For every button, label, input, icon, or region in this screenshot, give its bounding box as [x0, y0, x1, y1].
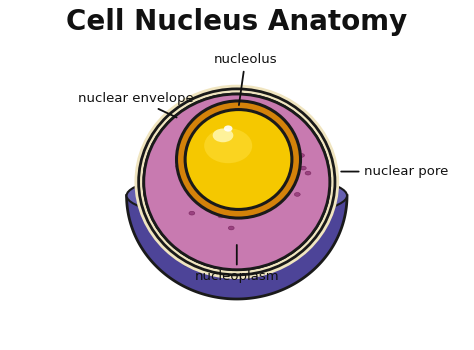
- Ellipse shape: [193, 242, 201, 247]
- Ellipse shape: [216, 194, 222, 197]
- Ellipse shape: [219, 265, 227, 271]
- Ellipse shape: [294, 193, 300, 196]
- Ellipse shape: [176, 101, 301, 218]
- Ellipse shape: [218, 214, 224, 218]
- Ellipse shape: [187, 234, 194, 239]
- Ellipse shape: [221, 188, 227, 192]
- Ellipse shape: [157, 221, 164, 226]
- Ellipse shape: [233, 233, 241, 238]
- Text: nucleoplasm: nucleoplasm: [194, 245, 279, 283]
- Polygon shape: [127, 196, 347, 299]
- Text: nucleolus: nucleolus: [214, 53, 277, 105]
- Ellipse shape: [244, 160, 250, 163]
- Ellipse shape: [213, 128, 233, 142]
- Ellipse shape: [246, 163, 252, 167]
- Ellipse shape: [176, 164, 182, 168]
- Ellipse shape: [206, 168, 212, 172]
- Ellipse shape: [305, 171, 311, 175]
- Ellipse shape: [184, 133, 190, 136]
- Ellipse shape: [300, 207, 307, 212]
- Ellipse shape: [185, 110, 292, 209]
- Ellipse shape: [264, 152, 271, 156]
- Ellipse shape: [225, 148, 230, 152]
- Ellipse shape: [295, 158, 301, 162]
- Ellipse shape: [228, 163, 234, 167]
- Ellipse shape: [183, 261, 191, 267]
- Ellipse shape: [301, 166, 306, 170]
- Ellipse shape: [127, 173, 347, 218]
- Text: Cell Nucleus Anatomy: Cell Nucleus Anatomy: [66, 8, 408, 36]
- Ellipse shape: [219, 230, 227, 236]
- Ellipse shape: [144, 94, 330, 270]
- Ellipse shape: [271, 206, 278, 211]
- Ellipse shape: [299, 154, 304, 157]
- Text: nuclear pore: nuclear pore: [341, 165, 448, 178]
- Ellipse shape: [189, 211, 195, 215]
- Ellipse shape: [247, 140, 254, 144]
- Ellipse shape: [224, 125, 232, 132]
- Ellipse shape: [204, 128, 252, 163]
- Ellipse shape: [273, 261, 281, 266]
- Ellipse shape: [218, 193, 224, 197]
- Ellipse shape: [228, 226, 234, 230]
- Ellipse shape: [144, 94, 330, 270]
- Ellipse shape: [246, 201, 252, 205]
- Text: nuclear envelope: nuclear envelope: [78, 92, 194, 118]
- Ellipse shape: [219, 140, 225, 144]
